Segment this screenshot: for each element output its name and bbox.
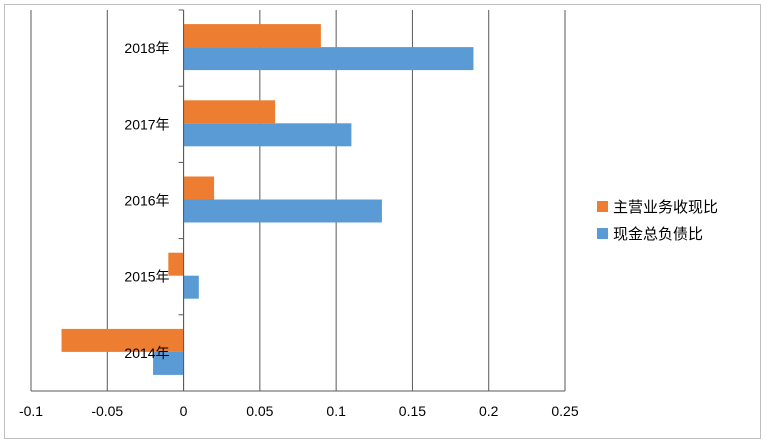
x-tick-label: 0.15 xyxy=(399,403,426,419)
category-label: 2017年 xyxy=(124,116,169,132)
x-tick-label: 0.05 xyxy=(246,403,273,419)
legend-swatch xyxy=(597,228,608,239)
bars xyxy=(61,24,474,375)
category-label: 2014年 xyxy=(124,345,169,361)
bar xyxy=(183,100,276,124)
x-tick-label: -0.1 xyxy=(19,403,43,419)
legend-label: 现金总负债比 xyxy=(613,225,703,243)
axes xyxy=(31,9,565,392)
bar xyxy=(183,24,321,48)
x-tick-label: 0 xyxy=(180,403,188,419)
x-tick-label: 0.2 xyxy=(479,403,499,419)
x-tick-label: 0.25 xyxy=(551,403,578,419)
bar xyxy=(183,176,215,200)
category-label: 2016年 xyxy=(124,193,169,209)
bar xyxy=(168,252,184,276)
x-tick-label: -0.05 xyxy=(91,403,123,419)
legend-swatch xyxy=(597,201,608,212)
x-tick-label: 0.1 xyxy=(326,403,346,419)
category-label: 2015年 xyxy=(124,269,169,285)
bar xyxy=(183,275,199,299)
bar xyxy=(183,199,382,223)
bar xyxy=(153,351,184,375)
bar xyxy=(183,123,352,147)
chart-frame xyxy=(4,4,761,439)
legend-label: 主营业务收现比 xyxy=(613,198,718,216)
bar xyxy=(183,47,474,71)
bar xyxy=(61,328,184,352)
category-label: 2018年 xyxy=(124,40,169,56)
tick-labels: -0.1 -0.05 0 0.05 0.1 0.15 0.2 0.25 2014年 2015年 20… xyxy=(19,40,579,419)
